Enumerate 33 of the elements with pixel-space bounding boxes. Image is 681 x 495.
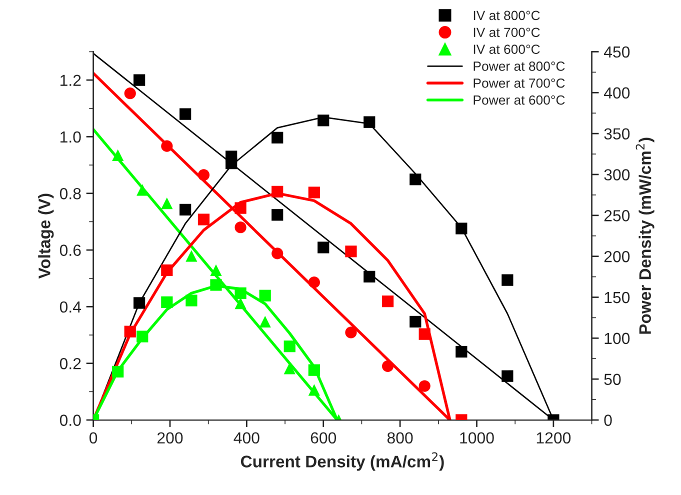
y-tick-label: 0.0	[60, 414, 81, 426]
y-tick-label: 0.4	[60, 301, 82, 313]
y2-tick-label: 200	[604, 250, 630, 262]
y-tick-label: 1.0	[60, 131, 81, 143]
x-tick-label: 200	[157, 432, 183, 444]
x-tick-label: 400	[234, 432, 260, 444]
x-tick-label: 0	[89, 432, 98, 444]
legend-label: IV at 800°C	[474, 10, 540, 20]
y2-axis-title: Power Density (mW/cm$^{2}$)	[636, 138, 654, 334]
legend-label: IV at 700°C	[474, 28, 540, 38]
x-tick-label: 800	[387, 432, 413, 444]
x-axis-title: Current Density (mA/cm$^{2}$)	[240, 452, 444, 471]
y-tick-label: 0.6	[60, 244, 81, 256]
y2-tick-label: 100	[604, 332, 630, 344]
legend-label: IV at 600°C	[474, 44, 540, 54]
y2-tick-label: 450	[604, 46, 630, 58]
y2-tick-label: 150	[604, 292, 630, 304]
y2-tick-label: 250	[604, 210, 630, 222]
y-axis-title: Voltage (V)	[38, 194, 54, 279]
y2-tick-label: 0	[604, 414, 612, 426]
x-tick-label: 1200	[536, 432, 571, 444]
y2-tick-label: 350	[604, 128, 630, 140]
y-tick-label: 1.2	[60, 74, 81, 86]
legend-label: Power at 700°C	[474, 78, 565, 88]
y2-tick-label: 300	[604, 169, 630, 180]
y-tick-label: 0.8	[60, 188, 81, 200]
y2-tick-label: 400	[604, 87, 630, 99]
x-tick-label: 1000	[460, 432, 494, 444]
y-tick-label: 0.2	[60, 358, 81, 370]
x-tick-label: 600	[310, 432, 336, 444]
y2-tick-label: 50	[604, 374, 621, 386]
legend-label: Power at 600°C	[474, 95, 565, 105]
legend-label: Power at 800°C	[474, 62, 565, 71]
